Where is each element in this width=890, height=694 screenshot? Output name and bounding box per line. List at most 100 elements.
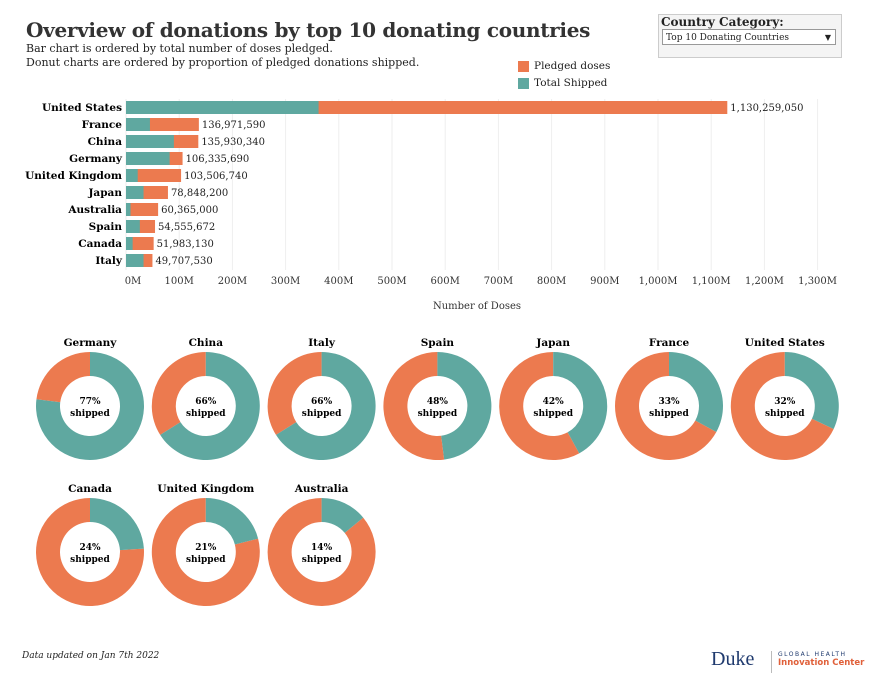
category-label: United Kingdom bbox=[25, 170, 122, 182]
x-tick-label: 500M bbox=[377, 276, 406, 287]
bar-shipped bbox=[126, 203, 131, 216]
donut-percent: 48% bbox=[427, 397, 449, 407]
donut-slice-shipped bbox=[90, 498, 144, 551]
donut-suffix: shipped bbox=[70, 555, 110, 565]
donut-germany: Germany 77% shipped bbox=[36, 337, 144, 460]
subtitle-bar: Bar chart is ordered by total number of … bbox=[26, 42, 333, 55]
category-label: United States bbox=[42, 102, 122, 114]
donut-china: China 66% shipped bbox=[151, 337, 260, 460]
donut-suffix: shipped bbox=[765, 409, 805, 419]
x-tick-label: 200M bbox=[218, 276, 247, 287]
donut-france: France 33% shipped bbox=[615, 337, 724, 460]
category-label: Australia bbox=[67, 204, 122, 216]
filter-label: Country Category: bbox=[661, 15, 784, 29]
bar-shipped bbox=[126, 186, 144, 199]
donut-italy: Italy 66% shipped bbox=[267, 337, 376, 460]
donut-percent: 66% bbox=[311, 397, 333, 407]
donut-slice-pledged bbox=[615, 352, 717, 460]
donut-title: France bbox=[649, 337, 690, 349]
data-label: 1,130,259,050 bbox=[730, 103, 803, 114]
donut-suffix: shipped bbox=[186, 555, 226, 565]
donut-slice-shipped bbox=[36, 352, 144, 460]
donut-percent: 24% bbox=[79, 543, 101, 553]
category-label: Italy bbox=[95, 255, 123, 267]
bar-shipped bbox=[126, 118, 150, 131]
category-label: China bbox=[88, 136, 123, 148]
x-tick-label: 600M bbox=[431, 276, 460, 287]
donut-title: Italy bbox=[308, 337, 336, 349]
x-tick-label: 300M bbox=[271, 276, 300, 287]
dropdown-arrow-icon[interactable]: ▼ bbox=[824, 33, 831, 42]
donut-slice-shipped bbox=[669, 352, 724, 433]
donut-title: United Kingdom bbox=[157, 483, 254, 495]
x-tick-label: 1,200M bbox=[745, 276, 784, 287]
donut-title: Japan bbox=[535, 337, 570, 349]
category-label: Spain bbox=[89, 221, 123, 233]
donut-japan: Japan 42% shipped bbox=[499, 337, 608, 460]
category-label: Canada bbox=[78, 238, 122, 250]
bar-pledged bbox=[126, 203, 159, 216]
donut-title: United States bbox=[745, 337, 825, 349]
donut-australia: Australia 14% shipped bbox=[267, 483, 376, 606]
country-category-filter: Country Category: Top 10 Donating Countr… bbox=[658, 14, 842, 58]
select-value: Top 10 Donating Countries bbox=[666, 33, 790, 43]
donut-title: Germany bbox=[64, 337, 118, 349]
donut-slice-pledged bbox=[730, 352, 834, 460]
donut-slice-pledged bbox=[36, 498, 144, 606]
x-tick-label: 400M bbox=[324, 276, 353, 287]
bar-pledged bbox=[126, 237, 154, 250]
logo-top: GLOBAL HEALTH bbox=[778, 651, 847, 658]
donut-slice-shipped bbox=[553, 352, 608, 454]
page-title: Overview of donations by top 10 donating… bbox=[26, 18, 591, 42]
donut-slice-pledged bbox=[383, 352, 445, 460]
donut-slice-shipped bbox=[205, 498, 259, 545]
donut-percent: 14% bbox=[311, 543, 333, 553]
bar-chart: 0M 100M 200M 300M 400M 500M 600M 700M 800M 900M 1,… bbox=[25, 99, 837, 312]
donut-percent: 42% bbox=[543, 397, 565, 407]
bar-shipped bbox=[126, 169, 138, 182]
category-label: Japan bbox=[87, 187, 122, 199]
x-tick-label: 0M bbox=[125, 276, 142, 287]
donut-slice-pledged bbox=[267, 498, 376, 606]
donut-suffix: shipped bbox=[649, 409, 689, 419]
donut-united-kingdom: United Kingdom 21% shipped bbox=[151, 483, 260, 606]
donut-charts: Germany 77% shipped China 66% shipped Italy 66%… bbox=[36, 337, 839, 606]
donut-title: China bbox=[189, 337, 224, 349]
legend-item-shipped: Total Shipped bbox=[518, 77, 607, 89]
legend-swatch-shipped bbox=[518, 77, 529, 89]
x-tick-label: 700M bbox=[484, 276, 513, 287]
bar-pledged bbox=[126, 169, 182, 182]
x-tick-label: 1,300M bbox=[798, 276, 837, 287]
legend-item-pledged: Pledged doses bbox=[518, 60, 610, 72]
bar-shipped bbox=[126, 220, 140, 233]
category-label: Germany bbox=[69, 153, 123, 165]
donut-suffix: shipped bbox=[302, 409, 342, 419]
donut-percent: 77% bbox=[79, 397, 101, 407]
bar-shipped bbox=[126, 152, 170, 165]
donut-spain: Spain 48% shipped bbox=[383, 337, 492, 460]
x-tick-label: 900M bbox=[590, 276, 619, 287]
subtitle-donut: Donut charts are ordered by proportion o… bbox=[26, 56, 420, 69]
data-label: 135,930,340 bbox=[201, 137, 265, 148]
donut-slice-pledged bbox=[36, 352, 90, 403]
x-tick-label: 1,000M bbox=[639, 276, 678, 287]
donut-percent: 32% bbox=[774, 397, 796, 407]
donut-title: Spain bbox=[421, 337, 455, 349]
bar-shipped bbox=[126, 254, 144, 267]
legend-label: Pledged doses bbox=[534, 60, 611, 72]
data-label: 103,506,740 bbox=[184, 171, 248, 182]
donut-slice-pledged bbox=[267, 352, 322, 435]
country-category-select[interactable]: Top 10 Donating Countries ▼ bbox=[662, 29, 836, 45]
donut-suffix: shipped bbox=[302, 555, 342, 565]
logo-main: Duke bbox=[711, 648, 755, 670]
legend-swatch-pledged bbox=[518, 60, 529, 72]
donut-title: Australia bbox=[294, 483, 349, 495]
donut-suffix: shipped bbox=[70, 409, 110, 419]
donut-percent: 66% bbox=[195, 397, 217, 407]
x-tick-label: 100M bbox=[165, 276, 194, 287]
data-label: 78,848,200 bbox=[171, 188, 228, 199]
donut-slice-shipped bbox=[437, 352, 492, 460]
bar-shipped bbox=[126, 237, 133, 250]
donut-slice-shipped bbox=[784, 352, 839, 429]
